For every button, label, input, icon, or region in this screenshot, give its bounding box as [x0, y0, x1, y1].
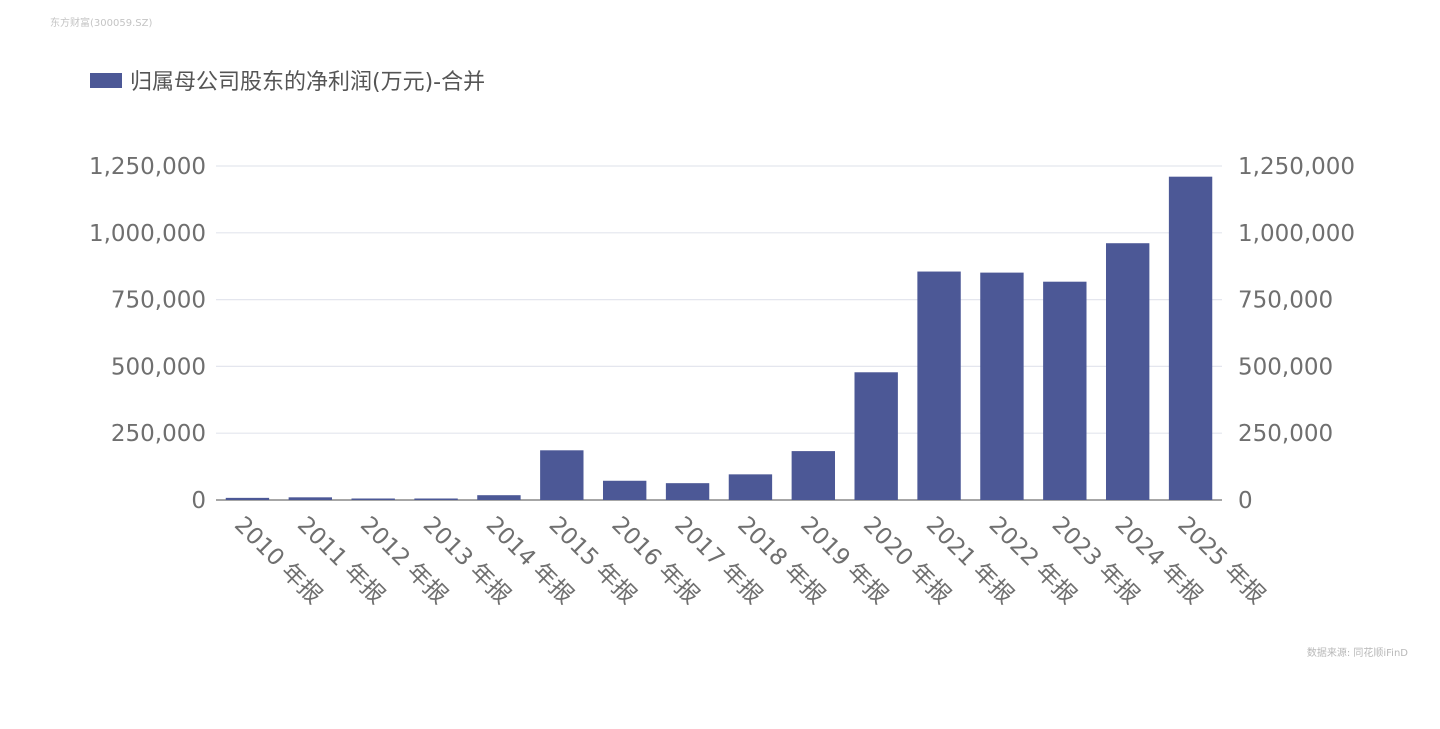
y-tick-label-left: 500,000 [111, 354, 206, 380]
bar[interactable] [728, 474, 773, 500]
y-tick-label-right: 1,250,000 [1238, 154, 1355, 180]
bar[interactable] [1105, 243, 1150, 500]
bar[interactable] [1043, 281, 1087, 500]
bar[interactable] [414, 498, 458, 501]
bar[interactable] [854, 372, 898, 500]
bar[interactable] [351, 498, 395, 501]
y-tick-label-left: 0 [191, 488, 206, 514]
bar[interactable] [980, 272, 1024, 500]
y-tick-label-left: 250,000 [111, 421, 206, 447]
y-tick-label-right: 0 [1238, 488, 1253, 514]
legend-swatch [90, 72, 122, 88]
y-axis-left: 0 250,000 500,000 750,000 1,000,000 1,250,000 [89, 154, 206, 514]
bar[interactable] [288, 497, 333, 500]
watermark: 东方财富(300059.SZ) [50, 18, 153, 29]
bar[interactable] [225, 497, 270, 500]
data-source-label: 数据来源: 同花顺iFinD [1306, 648, 1408, 659]
y-tick-label-left: 1,250,000 [89, 154, 206, 180]
bar[interactable] [665, 483, 710, 500]
y-axis-right: 0 250,000 500,000 750,000 1,000,000 1,250,000 [1238, 154, 1355, 514]
bar[interactable] [1168, 176, 1213, 501]
y-tick-label-left: 750,000 [111, 288, 206, 314]
legend[interactable]: 归属母公司股东的净利润(万元)-合并 [90, 64, 485, 96]
y-tick-label-left: 1,000,000 [89, 221, 206, 247]
y-tick-label-right: 1,000,000 [1238, 221, 1355, 247]
bar[interactable] [540, 450, 584, 500]
bar[interactable] [791, 451, 836, 500]
bars [225, 176, 1213, 501]
legend-label: 归属母公司股东的净利润(万元)-合并 [130, 70, 486, 95]
y-tick-label-right: 750,000 [1238, 288, 1333, 314]
bar[interactable] [917, 271, 961, 500]
bar[interactable] [602, 480, 647, 500]
y-tick-label-right: 500,000 [1238, 354, 1333, 380]
y-tick-label-right: 250,000 [1238, 421, 1333, 447]
bar[interactable] [477, 495, 521, 500]
